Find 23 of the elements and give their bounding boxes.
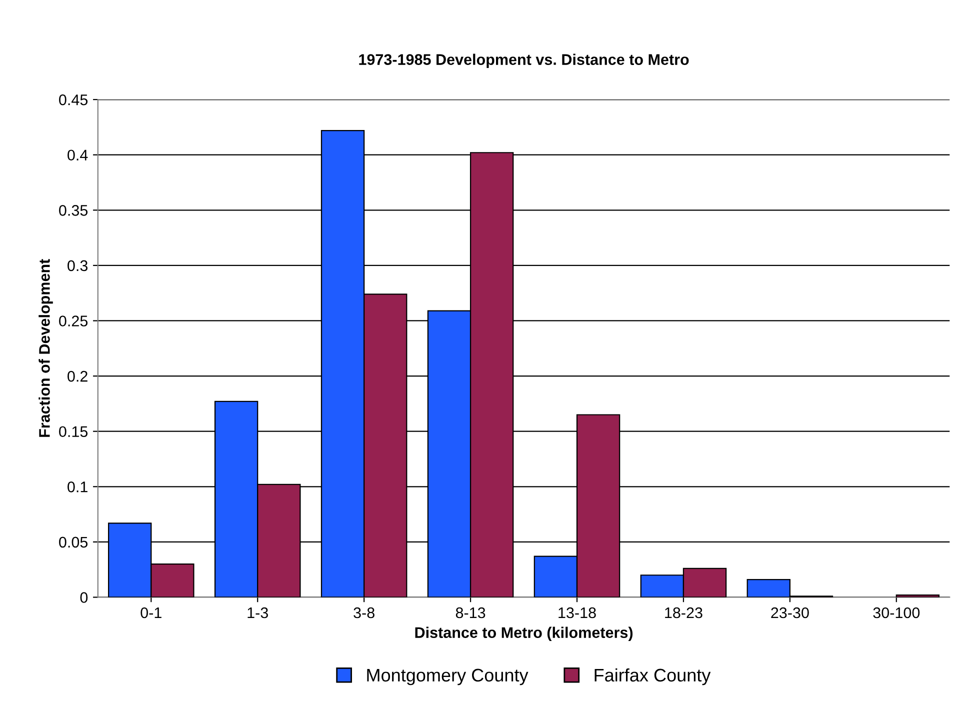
x-tick-label: 8-13 (456, 607, 486, 618)
y-tick-label: 0.3 (68, 260, 88, 272)
x-tick-label: 30-100 (873, 607, 920, 618)
y-tick-label: 0.05 (59, 536, 88, 548)
x-tick-label: 18-23 (665, 607, 702, 618)
y-axis-title: Fraction of Development (38, 259, 53, 437)
y-tick-label: 0.1 (68, 482, 88, 492)
y-tick-label: 0.25 (59, 316, 88, 326)
y-tick-label: 0.15 (59, 426, 88, 438)
y-tick-label: 0.2 (68, 370, 88, 382)
y-tick-label: 0.4 (68, 150, 88, 161)
legend-label: Montgomery County (367, 668, 528, 686)
y-tick-label: 0.35 (59, 205, 88, 216)
x-tick-label: 13-18 (558, 607, 596, 618)
chart-title: 1973-1985 Development vs. Distance to Metro (359, 54, 689, 68)
y-tick-label: 0 (80, 592, 88, 603)
x-axis-title: Distance to Metro (kilometers) (415, 626, 633, 641)
legend-label: Fairfax County (594, 668, 711, 686)
y-tick-label: 0.45 (59, 94, 88, 106)
x-tick-label: 3-8 (354, 607, 374, 618)
x-tick-label: 1-3 (248, 607, 268, 618)
x-tick-label: 0-1 (140, 607, 162, 618)
x-tick-label: 23-30 (771, 607, 809, 618)
